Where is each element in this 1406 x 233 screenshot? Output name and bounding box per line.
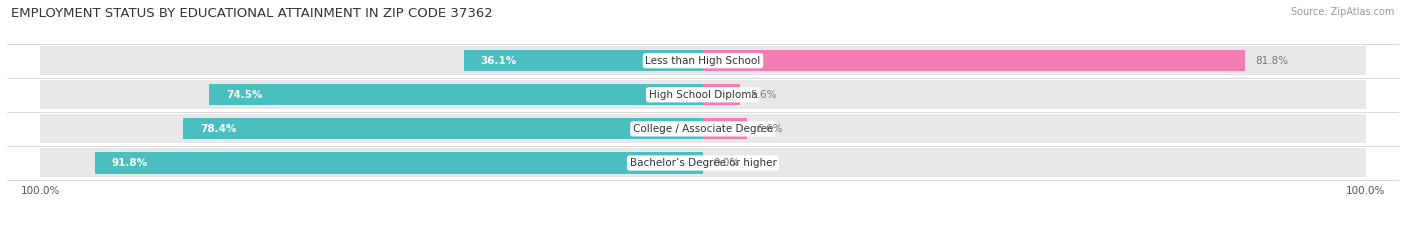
Text: College / Associate Degree: College / Associate Degree (633, 124, 773, 134)
Text: Less than High School: Less than High School (645, 56, 761, 66)
Bar (703, 46, 1365, 75)
Bar (41, 46, 703, 75)
Text: 91.8%: 91.8% (111, 158, 148, 168)
Bar (464, 50, 703, 71)
Bar (703, 114, 1365, 143)
Bar (703, 118, 747, 140)
Text: EMPLOYMENT STATUS BY EDUCATIONAL ATTAINMENT IN ZIP CODE 37362: EMPLOYMENT STATUS BY EDUCATIONAL ATTAINM… (11, 7, 494, 20)
Text: 81.8%: 81.8% (1256, 56, 1288, 66)
Text: 78.4%: 78.4% (200, 124, 236, 134)
Bar (41, 148, 703, 178)
Bar (94, 152, 703, 174)
Text: 6.6%: 6.6% (756, 124, 783, 134)
Bar (209, 84, 703, 105)
Bar (703, 84, 740, 105)
Text: Source: ZipAtlas.com: Source: ZipAtlas.com (1291, 7, 1395, 17)
Text: 36.1%: 36.1% (481, 56, 516, 66)
Text: Bachelor’s Degree or higher: Bachelor’s Degree or higher (630, 158, 776, 168)
Text: 74.5%: 74.5% (226, 90, 263, 100)
Text: 0.0%: 0.0% (713, 158, 740, 168)
Bar (183, 118, 703, 140)
Text: High School Diploma: High School Diploma (648, 90, 758, 100)
Bar (703, 50, 1246, 71)
Text: 5.6%: 5.6% (749, 90, 776, 100)
Bar (41, 80, 703, 109)
Bar (703, 148, 1365, 178)
Bar (703, 80, 1365, 109)
Bar (41, 114, 703, 143)
